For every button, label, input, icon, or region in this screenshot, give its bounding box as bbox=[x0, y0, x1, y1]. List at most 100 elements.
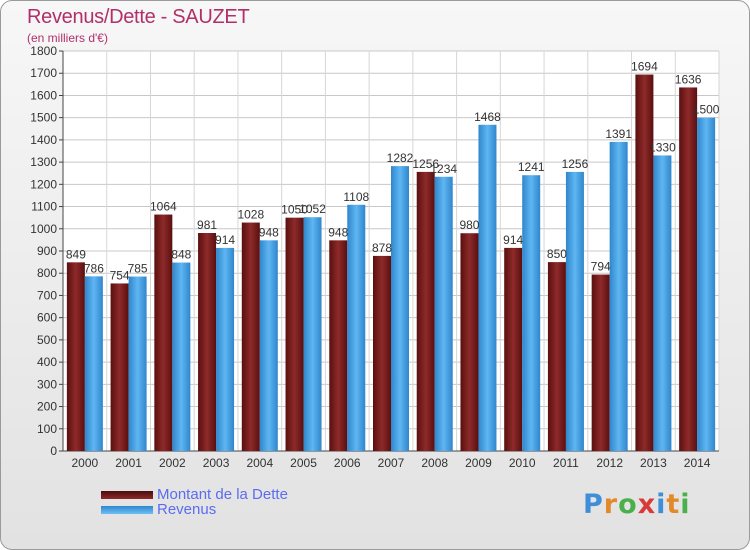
logo-letter: o bbox=[618, 489, 638, 520]
y-tick-label: 1000 bbox=[30, 222, 57, 236]
x-tick-label: 2012 bbox=[596, 456, 623, 470]
bar-revenue bbox=[565, 171, 584, 451]
x-tick-label: 2014 bbox=[684, 456, 711, 470]
data-label: 1391 bbox=[605, 127, 632, 141]
logo-letter: i bbox=[680, 489, 691, 520]
x-tick-label: 2013 bbox=[640, 456, 667, 470]
bar-debt bbox=[504, 247, 523, 451]
y-tick-label: 400 bbox=[37, 355, 57, 369]
y-tick-label: 800 bbox=[37, 266, 57, 280]
data-label: 1064 bbox=[150, 200, 177, 214]
chart-title: Revenus/Dette - SAUZET bbox=[27, 6, 250, 28]
y-tick-label: 0 bbox=[50, 444, 57, 458]
bar-revenue bbox=[391, 166, 409, 451]
data-label: 754 bbox=[110, 268, 130, 282]
data-label: 1468 bbox=[474, 110, 501, 124]
y-tick-label: 1600 bbox=[30, 88, 57, 102]
data-label: 1282 bbox=[387, 151, 414, 165]
data-label: 1234 bbox=[430, 162, 457, 176]
y-tick-label: 1400 bbox=[30, 133, 57, 147]
data-label: 1256 bbox=[412, 157, 439, 171]
x-tick-label: 2001 bbox=[115, 456, 142, 470]
bar-revenue bbox=[609, 141, 628, 451]
bar-revenue bbox=[84, 276, 103, 451]
x-tick-label: 2004 bbox=[246, 456, 273, 470]
x-tick-label: 2008 bbox=[421, 456, 448, 470]
data-label: 849 bbox=[66, 247, 86, 261]
legend-label-debt: Montant de la Dette bbox=[157, 486, 288, 503]
y-tick-label: 100 bbox=[37, 422, 57, 436]
bar-debt bbox=[154, 214, 173, 451]
x-tick-label: 2000 bbox=[72, 456, 99, 470]
y-tick-label: 1700 bbox=[30, 66, 57, 80]
data-label: 1500 bbox=[693, 103, 720, 117]
x-tick-label: 2010 bbox=[509, 456, 536, 470]
data-label: 1330 bbox=[649, 140, 676, 154]
legend-label-revenue: Revenus bbox=[157, 501, 217, 518]
x-tick-label: 2011 bbox=[553, 456, 579, 470]
x-tick-label: 2007 bbox=[378, 456, 405, 470]
bar-debt bbox=[198, 233, 217, 451]
bar-revenue bbox=[172, 262, 191, 451]
bar-debt bbox=[591, 274, 610, 451]
data-label: 848 bbox=[171, 248, 191, 262]
bar-debt bbox=[110, 283, 129, 451]
data-label: 794 bbox=[591, 260, 611, 274]
proxiti-logo: Proxiti bbox=[583, 489, 691, 520]
bar-debt bbox=[66, 262, 85, 451]
y-tick-label: 1100 bbox=[31, 200, 57, 214]
x-tick-label: 2002 bbox=[159, 456, 186, 470]
y-tick-label: 1800 bbox=[30, 44, 57, 58]
x-tick-label: 2009 bbox=[465, 456, 492, 470]
y-tick-label: 300 bbox=[37, 377, 57, 391]
data-label: 914 bbox=[503, 233, 523, 247]
bar-revenue bbox=[478, 124, 497, 452]
logo-letter: t bbox=[666, 489, 681, 520]
bar-revenue bbox=[259, 240, 278, 451]
data-label: 948 bbox=[259, 225, 279, 239]
data-label: 850 bbox=[547, 247, 567, 261]
y-tick-label: 700 bbox=[37, 288, 57, 302]
x-tick-label: 2005 bbox=[290, 456, 317, 470]
data-label: 1256 bbox=[562, 157, 589, 171]
data-label: 1108 bbox=[343, 190, 369, 204]
bar-revenue bbox=[522, 175, 541, 451]
logo-letter: P bbox=[583, 489, 604, 520]
data-label: 914 bbox=[215, 233, 235, 247]
y-tick-label: 600 bbox=[37, 311, 57, 325]
legend-swatch-debt bbox=[101, 491, 153, 499]
data-label: 1052 bbox=[299, 202, 326, 216]
data-label: 1050 bbox=[281, 203, 308, 217]
bar-debt bbox=[285, 217, 304, 451]
y-tick-label: 900 bbox=[37, 244, 57, 258]
data-label: 948 bbox=[328, 225, 348, 239]
y-tick-label: 500 bbox=[37, 333, 57, 347]
data-label: 981 bbox=[197, 218, 217, 232]
data-label: 1028 bbox=[237, 208, 264, 222]
bar-revenue bbox=[303, 217, 322, 451]
logo-letter: i bbox=[656, 489, 667, 520]
x-tick-label: 2006 bbox=[334, 456, 361, 470]
bar-debt bbox=[416, 171, 435, 451]
bar-revenue bbox=[697, 117, 716, 452]
bar-debt bbox=[373, 255, 391, 451]
bar-revenue bbox=[128, 276, 147, 451]
data-label: 1241 bbox=[518, 160, 545, 174]
data-label: 980 bbox=[459, 218, 479, 232]
bar-debt bbox=[679, 87, 698, 451]
data-label: 1694 bbox=[631, 60, 658, 74]
y-tick-label: 1200 bbox=[30, 177, 57, 191]
logo-letter: x bbox=[637, 489, 657, 520]
data-label: 1636 bbox=[675, 72, 702, 86]
bar-debt bbox=[635, 74, 654, 452]
data-label: 786 bbox=[84, 261, 104, 275]
bar-revenue bbox=[216, 247, 235, 451]
y-tick-label: 200 bbox=[37, 400, 57, 414]
bar-revenue bbox=[653, 155, 672, 451]
bar-debt bbox=[460, 233, 479, 451]
bar-debt bbox=[241, 222, 260, 451]
bar-revenue bbox=[434, 176, 453, 451]
data-label: 878 bbox=[372, 241, 392, 255]
